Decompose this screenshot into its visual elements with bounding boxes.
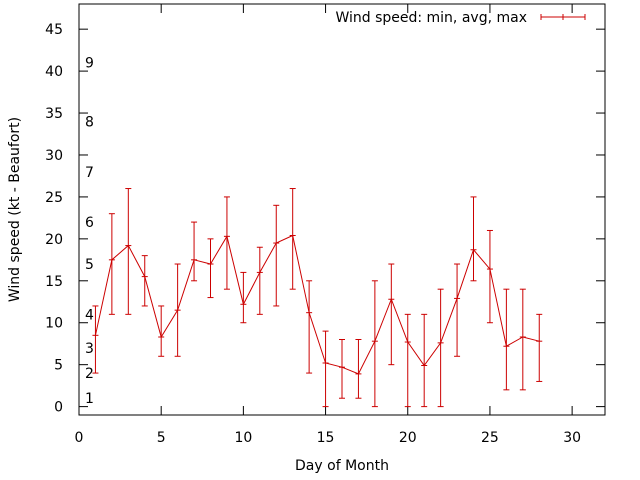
y-tick-label: 0 xyxy=(54,400,63,416)
beaufort-label: 1 xyxy=(85,391,94,407)
x-tick-label: 0 xyxy=(75,430,84,446)
beaufort-label: 2 xyxy=(85,366,94,382)
y-tick-label: 40 xyxy=(45,64,63,80)
y-tick-label: 45 xyxy=(45,22,63,38)
legend: Wind speed: min, avg, max xyxy=(335,10,586,26)
beaufort-label: 6 xyxy=(85,215,94,231)
series-lines xyxy=(94,234,540,375)
beaufort-label: 9 xyxy=(85,56,94,72)
y-tick-label: 15 xyxy=(45,274,63,290)
y-tick-label: 5 xyxy=(54,358,63,374)
x-tick-label: 10 xyxy=(234,430,252,446)
y-tick-label: 20 xyxy=(45,232,63,248)
plot-frame xyxy=(78,3,606,416)
legend-label: Wind speed: min, avg, max xyxy=(335,10,527,26)
beaufort-label: 3 xyxy=(85,341,94,357)
y-axis-label: Wind speed (kt - Beaufort) xyxy=(7,117,23,302)
x-tick-label: 20 xyxy=(399,430,417,446)
y-tick-label: 30 xyxy=(45,148,63,164)
beaufort-label: 7 xyxy=(85,165,94,181)
y-tick-label: 35 xyxy=(45,106,63,122)
avg-series-line xyxy=(94,234,540,375)
beaufort-label: 5 xyxy=(85,257,94,273)
x-tick-label: 15 xyxy=(317,430,335,446)
y-tick-label: 25 xyxy=(45,190,63,206)
beaufort-label: 4 xyxy=(85,307,94,323)
x-axis-label: Day of Month xyxy=(295,458,389,474)
legend-sample xyxy=(540,14,586,20)
x-tick-label: 30 xyxy=(563,430,581,446)
error-bars xyxy=(92,188,543,408)
y-tick-label: 10 xyxy=(45,316,63,332)
x-tick-label: 25 xyxy=(481,430,499,446)
plot-border xyxy=(78,3,606,416)
x-axis-ticks: 0 5 10 15 20 25 30 xyxy=(75,4,581,446)
x-tick-label: 5 xyxy=(157,430,166,446)
beaufort-labels: 1 2 3 4 5 6 7 8 9 xyxy=(85,56,94,408)
beaufort-label: 8 xyxy=(85,114,94,130)
